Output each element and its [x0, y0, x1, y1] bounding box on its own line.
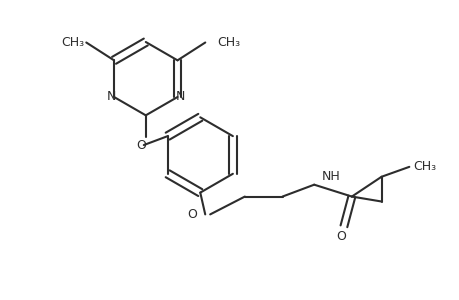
- Text: O: O: [187, 208, 197, 221]
- Text: CH₃: CH₃: [412, 160, 436, 173]
- Text: O: O: [335, 230, 345, 243]
- Text: N: N: [175, 91, 185, 103]
- Text: N: N: [106, 91, 116, 103]
- Text: CH₃: CH₃: [217, 36, 240, 49]
- Text: O: O: [135, 139, 146, 152]
- Text: NH: NH: [321, 170, 340, 183]
- Text: CH₃: CH₃: [61, 36, 84, 49]
